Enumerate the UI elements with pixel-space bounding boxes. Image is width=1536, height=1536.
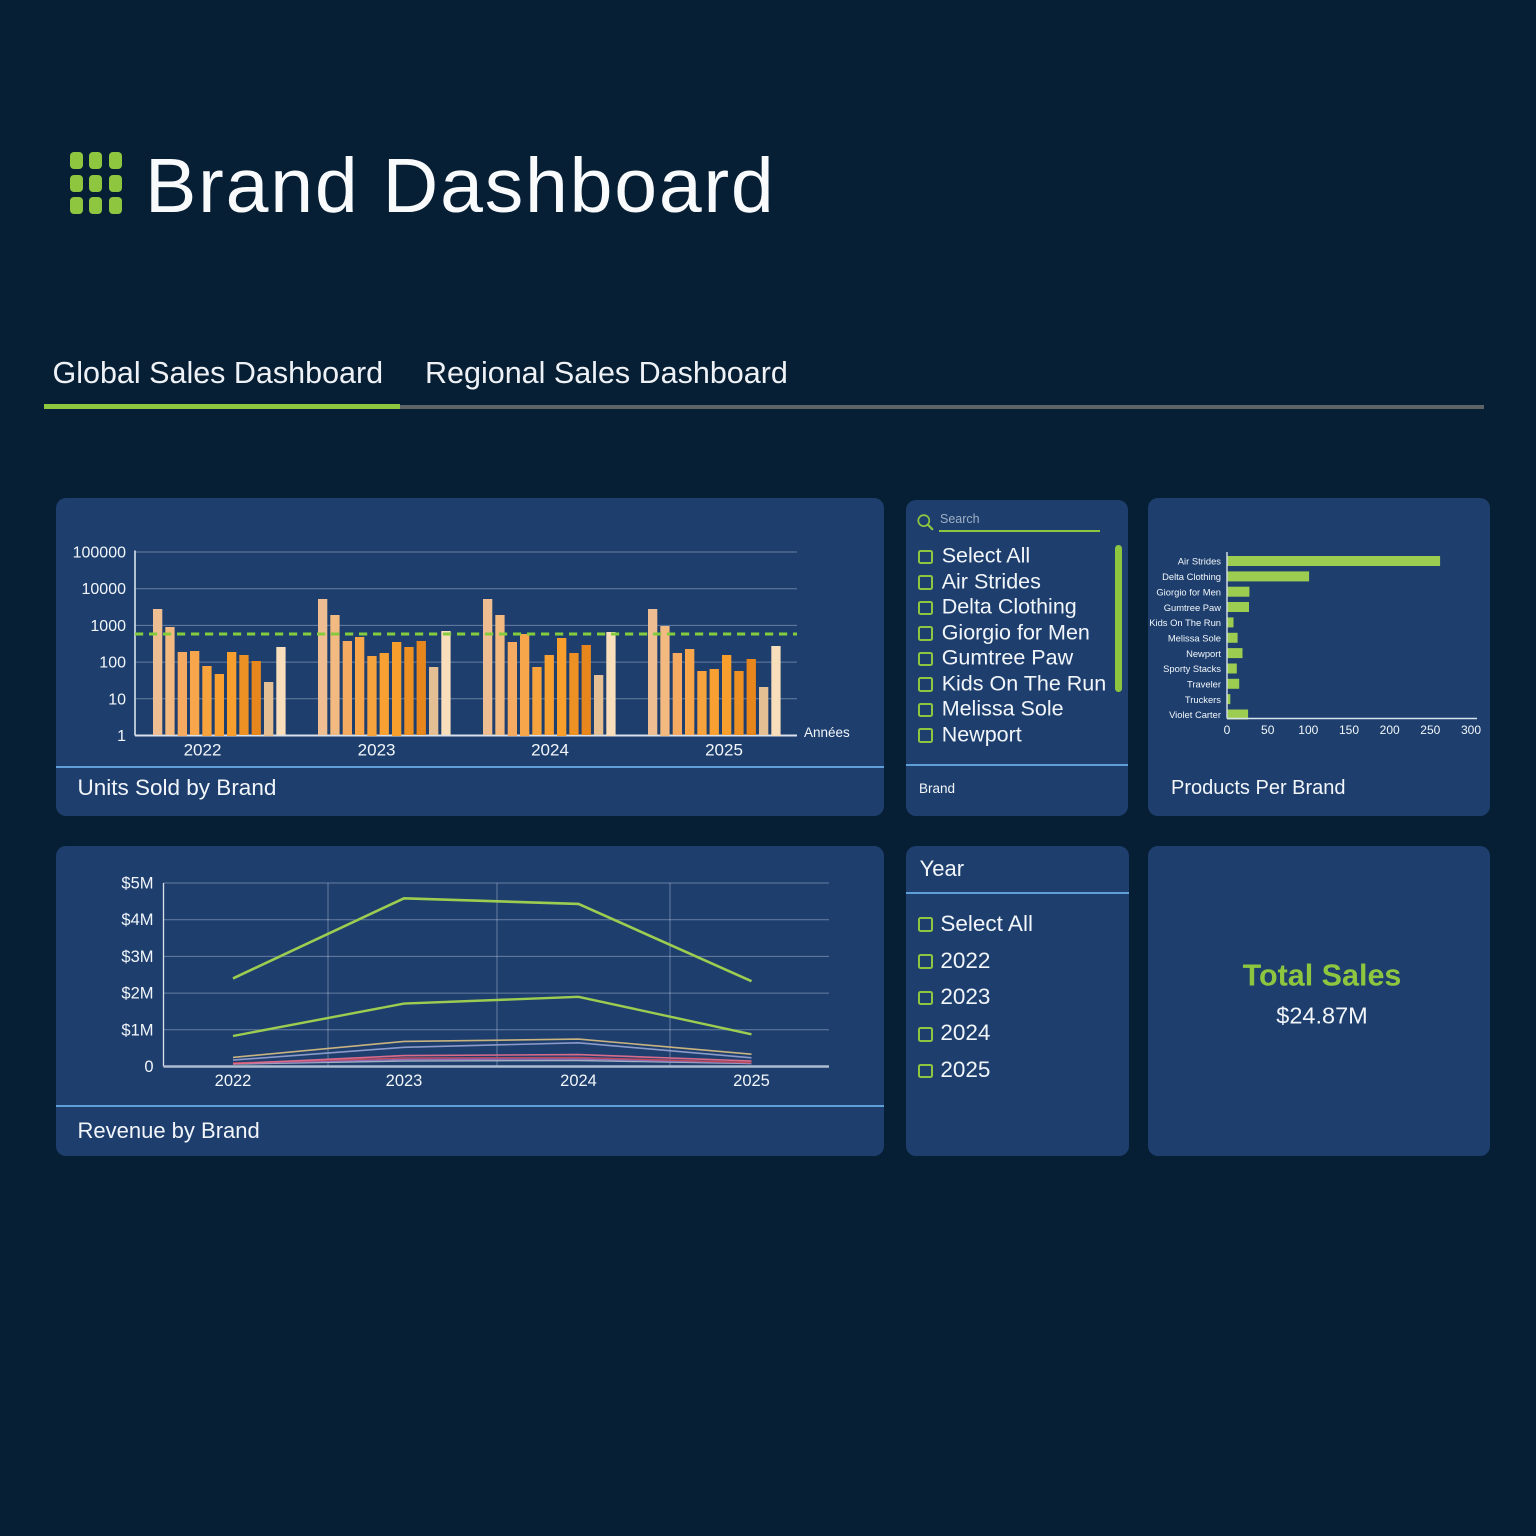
svg-text:10000: 10000	[82, 581, 127, 598]
svg-text:2022: 2022	[215, 1072, 252, 1090]
svg-text:0: 0	[1224, 723, 1231, 737]
svg-text:0: 0	[144, 1058, 153, 1076]
svg-text:2023: 2023	[386, 1072, 423, 1090]
svg-text:2022: 2022	[184, 741, 222, 760]
svg-text:100: 100	[1298, 723, 1318, 737]
svg-text:1: 1	[117, 728, 126, 745]
svg-text:Sporty Stacks: Sporty Stacks	[1163, 663, 1221, 674]
svg-text:1000: 1000	[90, 618, 126, 635]
svg-text:Gumtree Paw: Gumtree Paw	[1164, 602, 1222, 613]
svg-text:Kids On The Run: Kids On The Run	[1149, 617, 1221, 628]
svg-text:50: 50	[1261, 723, 1275, 737]
svg-text:Giorgio for Men: Giorgio for Men	[1156, 586, 1221, 597]
svg-text:100000: 100000	[73, 545, 126, 562]
svg-text:$3M: $3M	[121, 948, 153, 966]
svg-text:Air Strides: Air Strides	[1178, 556, 1222, 567]
svg-text:2025: 2025	[705, 741, 743, 760]
svg-text:2023: 2023	[358, 741, 396, 760]
svg-text:2024: 2024	[531, 741, 569, 760]
svg-text:Newport: Newport	[1186, 648, 1221, 659]
svg-text:2025: 2025	[733, 1072, 770, 1090]
svg-text:200: 200	[1380, 723, 1400, 737]
svg-text:2024: 2024	[560, 1072, 597, 1090]
svg-text:Melissa Sole: Melissa Sole	[1168, 633, 1221, 644]
svg-text:$1M: $1M	[121, 1021, 153, 1039]
svg-text:150: 150	[1339, 723, 1359, 737]
svg-text:Traveler: Traveler	[1187, 679, 1221, 690]
svg-text:$2M: $2M	[121, 985, 153, 1003]
svg-text:100: 100	[99, 655, 126, 672]
svg-text:Années: Années	[804, 725, 850, 740]
svg-text:300: 300	[1461, 723, 1481, 737]
svg-text:250: 250	[1420, 723, 1440, 737]
svg-text:10: 10	[108, 691, 126, 708]
svg-text:Delta Clothing: Delta Clothing	[1162, 571, 1221, 582]
svg-text:$5M: $5M	[121, 875, 153, 893]
svg-text:$4M: $4M	[121, 911, 153, 929]
svg-text:Truckers: Truckers	[1185, 694, 1221, 705]
svg-text:Violet Carter: Violet Carter	[1169, 709, 1221, 720]
